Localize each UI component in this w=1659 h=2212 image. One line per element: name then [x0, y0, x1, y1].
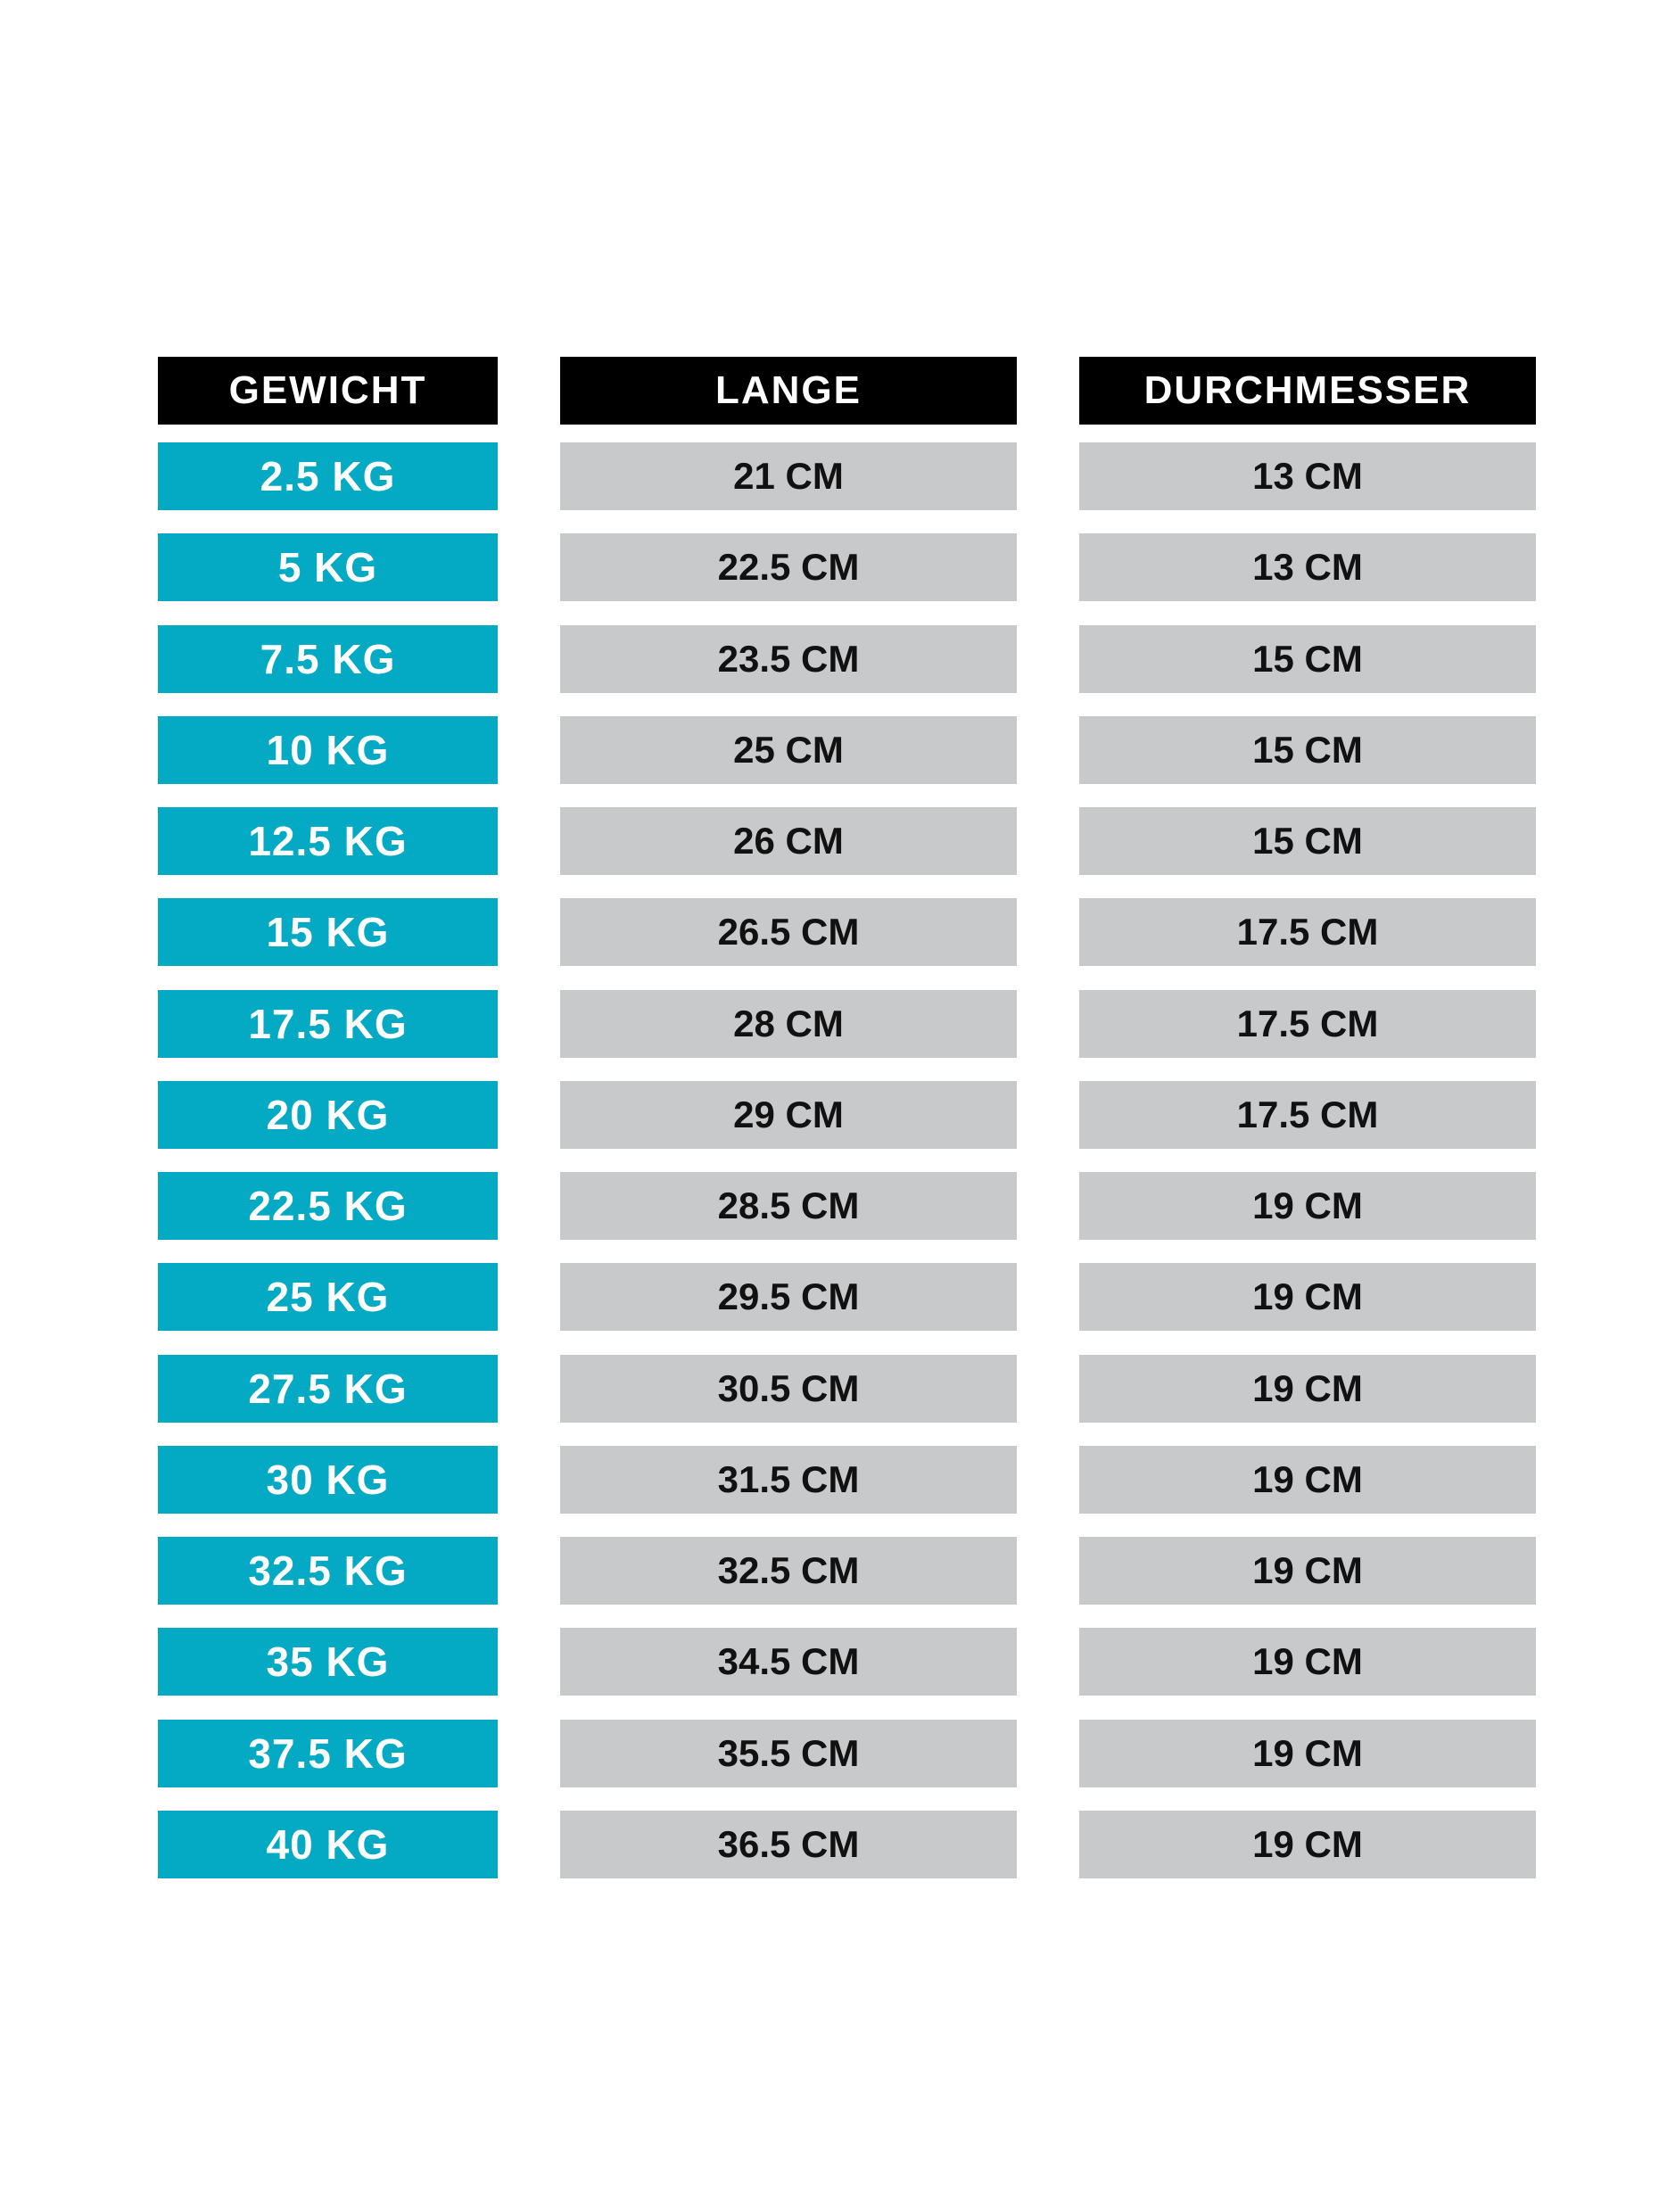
weight-cell: 15 KG — [158, 898, 498, 966]
weight-cell: 20 KG — [158, 1081, 498, 1149]
weight-cell: 22.5 KG — [158, 1172, 498, 1240]
length-cell: 35.5 CM — [560, 1720, 1017, 1787]
length-cell: 30.5 CM — [560, 1355, 1017, 1423]
weight-cell: 35 KG — [158, 1628, 498, 1696]
diameter-cell: 13 CM — [1079, 442, 1536, 510]
weight-cell: 30 KG — [158, 1446, 498, 1514]
diameter-cell: 15 CM — [1079, 625, 1536, 693]
diameter-cell: 17.5 CM — [1079, 898, 1536, 966]
weight-cell: 40 KG — [158, 1811, 498, 1878]
diameter-cell: 19 CM — [1079, 1172, 1536, 1240]
weight-cell: 17.5 KG — [158, 990, 498, 1058]
weight-cell: 5 KG — [158, 533, 498, 601]
length-cell: 34.5 CM — [560, 1628, 1017, 1696]
weight-cell: 27.5 KG — [158, 1355, 498, 1423]
length-cell: 29 CM — [560, 1081, 1017, 1149]
length-cell: 26.5 CM — [560, 898, 1017, 966]
length-cell: 22.5 CM — [560, 533, 1017, 601]
length-cell: 23.5 CM — [560, 625, 1017, 693]
weight-cell: 37.5 KG — [158, 1720, 498, 1787]
length-cell: 29.5 CM — [560, 1263, 1017, 1331]
diameter-cell: 19 CM — [1079, 1628, 1536, 1696]
diameter-cell: 19 CM — [1079, 1263, 1536, 1331]
weight-cell: 10 KG — [158, 716, 498, 784]
diameter-cell: 13 CM — [1079, 533, 1536, 601]
diameter-cell: 19 CM — [1079, 1811, 1536, 1878]
weight-cell: 32.5 KG — [158, 1537, 498, 1605]
weight-cell: 12.5 KG — [158, 807, 498, 875]
length-cell: 31.5 CM — [560, 1446, 1017, 1514]
length-cell: 26 CM — [560, 807, 1017, 875]
diameter-cell: 19 CM — [1079, 1720, 1536, 1787]
diameter-cell: 19 CM — [1079, 1537, 1536, 1605]
diameter-cell: 19 CM — [1079, 1446, 1536, 1514]
diameter-cell: 17.5 CM — [1079, 990, 1536, 1058]
diameter-cell: 17.5 CM — [1079, 1081, 1536, 1149]
diameter-cell: 15 CM — [1079, 716, 1536, 784]
weight-cell: 7.5 KG — [158, 625, 498, 693]
length-cell: 28 CM — [560, 990, 1017, 1058]
weight-cell: 25 KG — [158, 1263, 498, 1331]
length-cell: 28.5 CM — [560, 1172, 1017, 1240]
diameter-cell: 15 CM — [1079, 807, 1536, 875]
weight-cell: 2.5 KG — [158, 442, 498, 510]
header-weight: GEWICHT — [158, 357, 498, 425]
header-length: LANGE — [560, 357, 1017, 425]
diameter-cell: 19 CM — [1079, 1355, 1536, 1423]
length-cell: 36.5 CM — [560, 1811, 1017, 1878]
length-cell: 32.5 CM — [560, 1537, 1017, 1605]
header-diameter: DURCHMESSER — [1079, 357, 1536, 425]
length-cell: 21 CM — [560, 442, 1017, 510]
length-cell: 25 CM — [560, 716, 1017, 784]
